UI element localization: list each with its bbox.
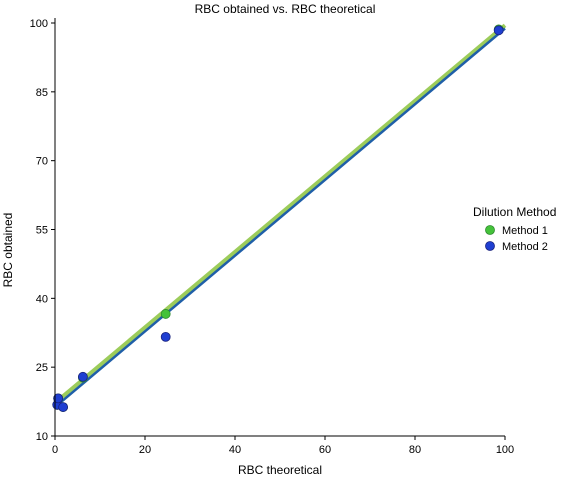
x-tick-label: 40: [229, 444, 241, 456]
x-tick-label: 20: [139, 444, 151, 456]
legend: Dilution Method Method 1 Method 2: [473, 205, 556, 253]
legend-entry-label: Method 1: [502, 225, 548, 237]
fit-line-series-1: [53, 23, 507, 405]
fit-lines: [53, 23, 507, 409]
data-point-series-2: [53, 393, 64, 404]
fit-line-series-2: [54, 27, 506, 409]
y-tick-label: 70: [36, 156, 48, 168]
x-tick-label: 80: [409, 444, 421, 456]
legend-title: Dilution Method: [473, 205, 556, 219]
y-axis-ticks: 10 25 40 55 70 85 100: [30, 18, 55, 443]
y-tick-label: 25: [36, 362, 48, 374]
x-tick-label: 0: [52, 444, 58, 456]
y-tick-label: 10: [36, 431, 48, 443]
legend-marker: [485, 225, 495, 235]
y-tick-label: 85: [36, 87, 48, 99]
data-point-series-1: [160, 309, 171, 319]
data-point-series-2: [78, 371, 88, 382]
x-tick-label: 60: [319, 444, 331, 456]
data-point-series-2: [493, 25, 504, 36]
data-points: [52, 24, 504, 412]
y-tick-label: 55: [36, 225, 48, 237]
y-tick-label: 40: [36, 293, 48, 305]
y-tick-label: 100: [30, 18, 48, 30]
data-point-series-2: [160, 331, 171, 342]
y-axis-label: RBC obtained: [1, 213, 15, 288]
legend-marker: [485, 241, 495, 251]
chart-title: RBC obtained vs. RBC theoretical: [195, 2, 376, 16]
x-tick-label: 100: [496, 444, 514, 456]
x-axis-ticks: 0 20 40 60 80 100: [52, 436, 514, 456]
data-point-series-2: [58, 402, 68, 412]
x-axis-label: RBC theoretical: [238, 463, 322, 477]
legend-entry-label: Method 2: [502, 241, 548, 253]
